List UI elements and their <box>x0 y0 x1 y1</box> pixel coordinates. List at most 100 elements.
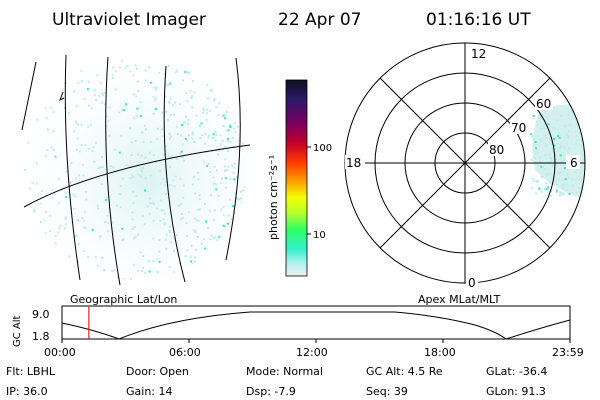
xtick-label-2359: 23:59 <box>552 346 584 359</box>
speckle <box>206 164 209 167</box>
speckle <box>231 164 234 167</box>
speckle <box>83 226 86 229</box>
speckle <box>539 115 542 117</box>
speckle <box>131 228 134 231</box>
speckle <box>568 193 571 195</box>
speckle <box>137 173 140 176</box>
speckle <box>163 184 166 186</box>
speckle <box>538 187 541 190</box>
speckle <box>175 71 178 74</box>
speckle <box>545 173 548 176</box>
speckle <box>165 110 168 113</box>
speckle <box>166 118 169 121</box>
speckle <box>560 114 563 117</box>
speckle <box>559 171 562 174</box>
speckle <box>226 129 229 132</box>
speckle <box>99 235 102 237</box>
speckle <box>139 101 142 104</box>
speckle <box>193 91 196 94</box>
altitude-axis-label: GC Alt <box>12 315 23 347</box>
xtick-label-0000: 00:00 <box>44 346 76 359</box>
speckle <box>213 209 216 212</box>
speckle <box>558 136 561 139</box>
speckle <box>84 144 87 147</box>
status-gc-alt: GC Alt: 4.5 Re <box>366 365 443 378</box>
speckle <box>215 133 218 136</box>
speckle <box>120 59 123 62</box>
speckle <box>94 141 97 144</box>
speckle <box>184 71 187 73</box>
speckle <box>69 181 72 184</box>
speckle <box>173 185 176 188</box>
polar-mlat-mlt-panel: 12 18 6 0 60 70 80 <box>344 42 586 290</box>
speckle <box>547 186 550 189</box>
longitude-line <box>64 54 81 281</box>
speckle <box>224 145 227 148</box>
speckle <box>121 227 124 230</box>
speckle <box>74 177 77 180</box>
speckle <box>160 199 163 202</box>
speckle <box>545 188 547 190</box>
speckle <box>584 114 585 116</box>
speckle <box>89 123 92 126</box>
speckle <box>535 121 538 124</box>
speckle <box>88 80 91 83</box>
speckle <box>205 220 208 223</box>
speckle <box>547 123 550 126</box>
speckle <box>533 180 536 183</box>
speckle <box>155 207 158 210</box>
speckle <box>552 163 554 166</box>
speckle <box>65 170 68 173</box>
speckle <box>233 122 236 124</box>
speckle <box>574 171 577 174</box>
speckle <box>175 234 178 237</box>
speckle <box>536 134 539 137</box>
label-bg <box>566 155 580 169</box>
speckle <box>560 191 562 194</box>
speckle <box>91 229 94 231</box>
speckle <box>135 195 138 197</box>
speckle <box>142 166 145 169</box>
speckle <box>244 186 247 189</box>
speckle <box>161 135 164 138</box>
speckle <box>94 256 97 259</box>
speckle <box>212 182 215 185</box>
speckle <box>181 156 184 159</box>
speckle <box>211 137 214 140</box>
speckle <box>76 137 79 140</box>
speckle <box>226 222 229 225</box>
speckle <box>546 189 549 191</box>
speckle <box>159 220 162 222</box>
speckle <box>44 107 47 110</box>
speckle <box>161 111 164 114</box>
speckle <box>230 141 233 144</box>
speckle <box>193 231 196 234</box>
speckle <box>205 151 208 153</box>
speckle <box>212 218 215 221</box>
speckle <box>212 176 215 179</box>
mlt-label-6: 6 <box>570 156 578 170</box>
polar-aurora-fill <box>530 104 585 200</box>
speckle <box>584 185 585 188</box>
speckle <box>232 205 235 207</box>
speckle <box>568 147 571 150</box>
speckle <box>208 134 210 137</box>
label-bg <box>535 96 553 110</box>
label-bg <box>345 155 365 169</box>
speckle <box>579 165 582 168</box>
speckle <box>563 167 566 170</box>
speckle <box>163 223 166 226</box>
colorbar-gradient <box>285 79 308 277</box>
speckle <box>559 154 562 157</box>
speckle <box>201 134 204 137</box>
speckle <box>93 94 96 97</box>
speckle <box>204 247 207 250</box>
speckle <box>183 159 186 162</box>
speckle <box>584 127 585 130</box>
speckle <box>121 177 124 180</box>
speckle <box>152 95 155 98</box>
latitude-line <box>23 144 251 208</box>
speckle <box>77 123 80 126</box>
speckle <box>64 227 67 230</box>
speckle <box>207 136 210 139</box>
